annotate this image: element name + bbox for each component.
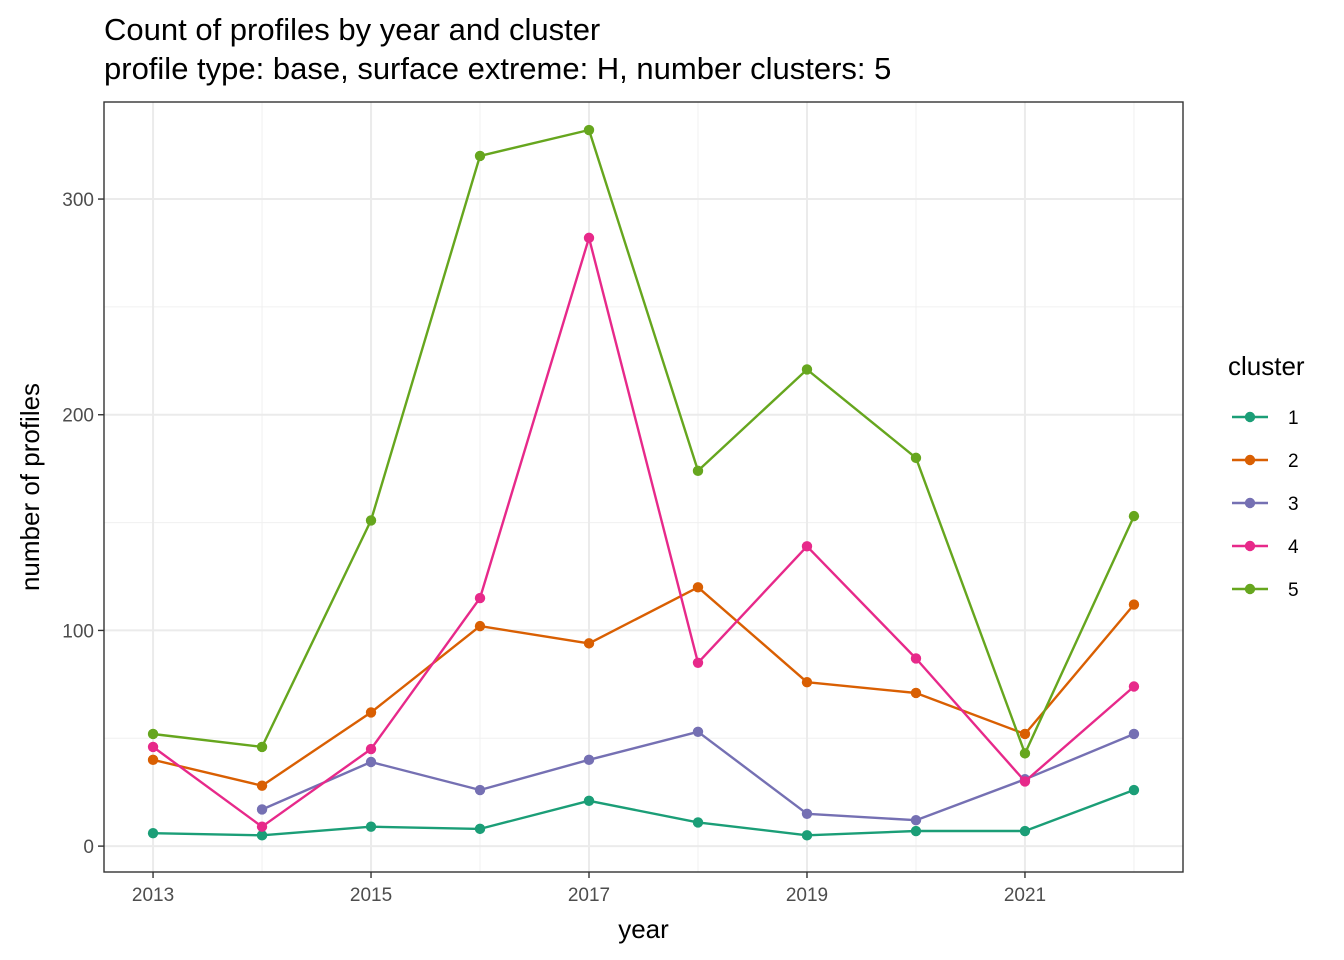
data-point bbox=[1128, 599, 1140, 610]
data-point bbox=[256, 780, 268, 791]
data-point bbox=[365, 743, 377, 755]
chart-title: Count of profiles by year and cluster bbox=[104, 12, 600, 47]
data-point bbox=[147, 827, 159, 839]
legend: cluster 1 2 3 4 5 bbox=[1228, 351, 1305, 601]
data-point bbox=[583, 124, 595, 136]
data-point bbox=[147, 728, 159, 740]
x-tick-label: 2013 bbox=[132, 885, 174, 906]
x-tick-label: 2015 bbox=[350, 885, 392, 906]
data-point bbox=[1019, 825, 1031, 837]
data-point bbox=[910, 825, 922, 837]
legend-item-1: 1 bbox=[1232, 408, 1299, 429]
series-1 bbox=[147, 784, 1140, 841]
data-point bbox=[801, 830, 813, 841]
x-tick-label: 2017 bbox=[568, 885, 610, 906]
data-point bbox=[1128, 681, 1140, 692]
data-point bbox=[910, 687, 922, 699]
data-point bbox=[1128, 784, 1140, 796]
data-point bbox=[256, 804, 268, 815]
data-point bbox=[583, 795, 595, 807]
data-point bbox=[801, 364, 813, 375]
data-point bbox=[583, 232, 595, 244]
axes: 2013 2015 2017 2019 2021 0 100 200 300 bbox=[62, 190, 1046, 906]
legend-key-point bbox=[1244, 454, 1256, 466]
data-point bbox=[692, 657, 704, 668]
legend-item-4: 4 bbox=[1232, 537, 1299, 558]
series-4 bbox=[147, 232, 1140, 832]
data-point bbox=[1019, 748, 1031, 759]
data-point bbox=[365, 756, 377, 768]
data-point bbox=[910, 653, 922, 664]
legend-key-point bbox=[1244, 540, 1256, 552]
x-tick-label: 2019 bbox=[786, 885, 828, 906]
series-2 bbox=[147, 582, 1140, 791]
data-point bbox=[583, 754, 595, 766]
data-point bbox=[910, 452, 922, 464]
legend-key-point bbox=[1244, 497, 1256, 509]
legend-label: 3 bbox=[1288, 494, 1299, 515]
data-point bbox=[147, 741, 159, 753]
y-tick-label: 100 bbox=[62, 621, 94, 642]
data-point bbox=[1128, 728, 1140, 740]
data-point bbox=[474, 592, 486, 604]
data-point bbox=[147, 754, 159, 766]
legend-item-2: 2 bbox=[1232, 451, 1299, 472]
panel-border bbox=[103, 101, 1184, 873]
series-line-1 bbox=[152, 788, 1135, 837]
data-point bbox=[474, 620, 486, 632]
data-point bbox=[583, 638, 595, 649]
legend-title: cluster bbox=[1228, 351, 1305, 381]
data-point bbox=[256, 830, 268, 841]
chart-subtitle: profile type: base, surface extreme: H, … bbox=[104, 51, 891, 86]
legend-item-3: 3 bbox=[1232, 494, 1299, 515]
series-3 bbox=[256, 726, 1140, 826]
y-tick-label: 0 bbox=[83, 837, 94, 858]
data-point bbox=[801, 808, 813, 819]
data-point bbox=[256, 741, 268, 753]
data-point bbox=[1128, 510, 1140, 522]
legend-label: 4 bbox=[1288, 537, 1299, 558]
legend-item-5: 5 bbox=[1232, 580, 1299, 601]
data-point bbox=[474, 150, 486, 162]
data-point bbox=[801, 676, 813, 688]
data-point bbox=[365, 515, 377, 526]
legend-key-point bbox=[1244, 583, 1256, 595]
series-line-4 bbox=[152, 236, 1135, 828]
x-tick-label: 2021 bbox=[1004, 885, 1046, 906]
data-point bbox=[256, 821, 268, 832]
y-tick-label: 300 bbox=[62, 190, 94, 211]
series-line-2 bbox=[152, 586, 1135, 787]
data-point bbox=[910, 815, 922, 826]
data-point bbox=[365, 821, 377, 832]
data-point bbox=[1019, 728, 1031, 740]
data-point bbox=[474, 784, 486, 796]
data-point bbox=[801, 541, 813, 552]
data-point bbox=[692, 726, 704, 738]
data-point bbox=[365, 707, 377, 718]
series-layer bbox=[147, 124, 1140, 841]
legend-key-point bbox=[1244, 411, 1256, 423]
x-axis-label: year bbox=[618, 914, 669, 944]
legend-label: 1 bbox=[1288, 408, 1299, 429]
data-point bbox=[692, 817, 704, 828]
data-point bbox=[474, 823, 486, 835]
y-axis-label: number of profiles bbox=[15, 383, 45, 591]
data-point bbox=[692, 465, 704, 477]
data-point bbox=[1019, 776, 1031, 787]
legend-label: 5 bbox=[1288, 580, 1299, 601]
legend-label: 2 bbox=[1288, 451, 1299, 472]
grid-lines bbox=[104, 102, 1183, 872]
data-point bbox=[692, 582, 704, 593]
y-tick-label: 200 bbox=[62, 406, 94, 427]
series-line-5 bbox=[152, 128, 1136, 755]
series-5 bbox=[147, 124, 1140, 759]
